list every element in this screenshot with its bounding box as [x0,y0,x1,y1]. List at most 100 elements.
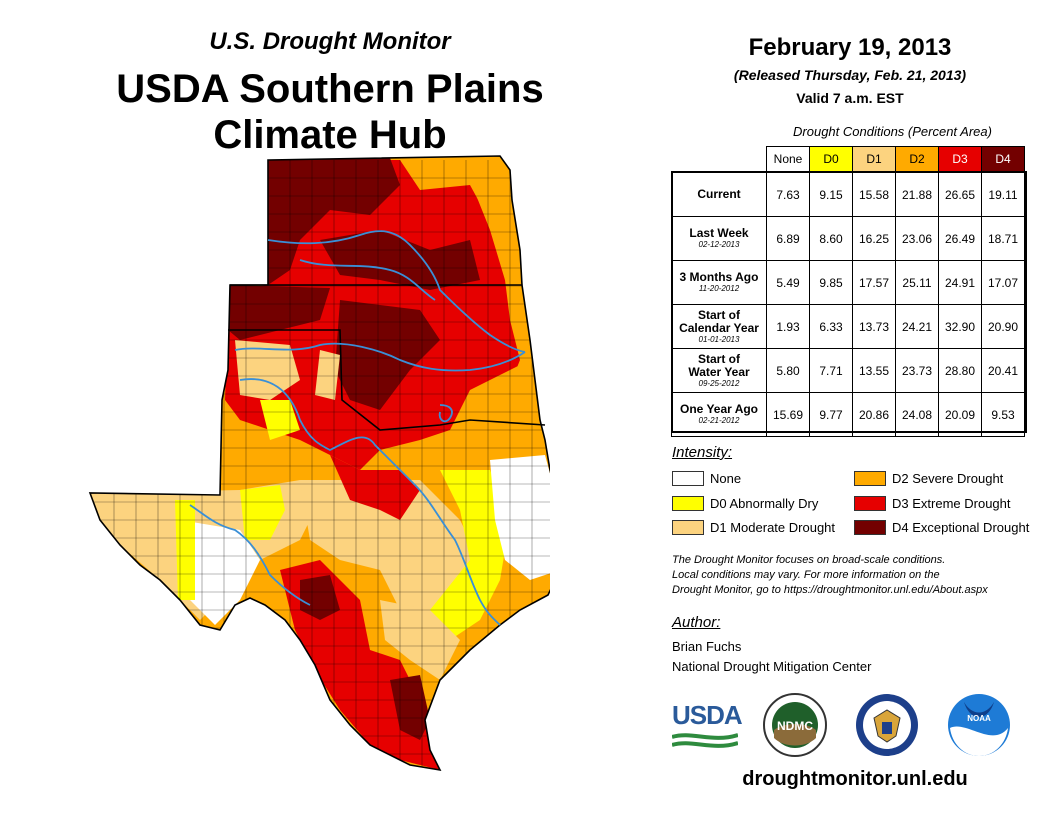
table-cell: 17.07 [981,260,1025,305]
legend-swatch [672,471,704,486]
table-cell: 32.90 [938,304,982,349]
table-cell: 24.21 [895,304,939,349]
legend-label: D1 Moderate Drought [710,520,836,535]
note-line: The Drought Monitor focuses on broad-sca… [672,554,946,566]
row-label: 3 Months Ago 11-20-2012 [671,260,767,305]
table-cell: 24.08 [895,392,939,437]
table-cell: 9.85 [809,260,853,305]
footer-url[interactable]: droughtmonitor.unl.edu [742,768,968,790]
author-org: National Drought Mitigation Center [672,659,872,674]
arkansas-river [267,230,526,353]
note-line: Drought Monitor, go to https://droughtmo… [672,584,988,596]
title-line-2: Climate Hub [213,113,447,157]
pecos-river [189,504,311,606]
column-header-d0: D0 [809,146,853,173]
table-cell: 23.73 [895,348,939,393]
legend-label: D3 Extreme Drought [892,496,1011,511]
legend-label: D0 Abnormally Dry [710,496,819,511]
red-brazos-river [239,378,501,626]
drought-regions [90,156,550,770]
texoma-lake [438,404,453,423]
table-cell: 18.71 [981,216,1025,261]
table-cell: 23.06 [895,216,939,261]
d0-area-west-texas [240,485,285,540]
valid-time: Valid 7 a.m. EST [796,90,904,106]
note-line: Local conditions may vary. For more info… [672,569,940,581]
table-cell: 16.25 [852,216,896,261]
column-header-none: None [766,146,810,173]
table-cell: 6.89 [766,216,810,261]
ndmc-logo: NDMC [763,693,827,757]
usda-logo-waves [672,733,738,748]
table-cell: 8.60 [809,216,853,261]
map-subtitle: U.S. Drought Monitor [209,28,451,55]
legend-item-d2: D2 Severe Drought [854,471,1003,486]
row-label: Current [671,171,767,217]
table-cell: 6.33 [809,304,853,349]
legend-title: Intensity: [672,444,733,461]
header-spacer [672,147,767,173]
legend-swatch [672,520,704,535]
drought-conditions-table: None D0 D1 D2 D3 D4 Current 7.63 9.15 15… [671,146,1025,437]
usda-logo: USDA [672,700,743,750]
legend-label: D2 Severe Drought [892,471,1004,486]
table-cell: 28.80 [938,348,982,393]
oklahoma-texas-border [228,329,546,431]
canadian-river [234,342,526,372]
column-header-d3: D3 [938,146,982,173]
legend-item-d0: D0 Abnormally Dry [672,496,818,511]
table-cell: 20.09 [938,392,982,437]
noaa-logo-text: NOAA [967,714,991,723]
table-row: Start of Calendar Year 01-01-2013 1.93 6.3… [671,304,1025,349]
table-cell: 25.11 [895,260,939,305]
table-cell: 26.49 [938,216,982,261]
legend-label: None [710,471,742,486]
map-title: USDA Southern Plains Climate Hub [60,66,600,158]
table-cell: 19.11 [981,171,1025,217]
table-cell: 9.53 [981,392,1025,437]
table-caption: Drought Conditions (Percent Area) [793,124,992,139]
author-info: Brian Fuchs National Drought Mitigation … [672,637,871,677]
table-row: 3 Months Ago 11-20-2012 5.49 9.85 17.57 2… [671,260,1025,305]
smoky-hill-river [299,259,436,301]
none-area-far-west-texas [180,520,260,625]
table-cell: 20.86 [852,392,896,437]
legend-swatch [854,471,886,486]
d3-area-north-texas [330,455,420,520]
column-header-d2: D2 [895,146,939,173]
table-cell: 1.93 [766,304,810,349]
author-title: Author: [672,614,721,631]
table-cell: 13.73 [852,304,896,349]
row-label: Last Week 02-12-2013 [671,216,767,261]
legend-item-d4: D4 Exceptional Drought [854,520,1029,535]
d1-area-texas-panhandle [235,340,300,400]
legend-label: D4 Exceptional Drought [892,520,1030,535]
table-cell: 24.91 [938,260,982,305]
legend-swatch [672,496,704,511]
column-header-d1: D1 [852,146,896,173]
d4-area-hill-country [300,575,340,620]
author-name: Brian Fuchs [672,639,742,654]
table-row: Last Week 02-12-2013 6.89 8.60 16.25 23.0… [671,216,1025,261]
table-cell: 5.80 [766,348,810,393]
column-header-d4: D4 [981,146,1025,173]
disclaimer-note: The Drought Monitor focuses on broad-sca… [672,553,1032,598]
legend-swatch [854,520,886,535]
table-cell: 20.41 [981,348,1025,393]
table-row: One Year Ago 02-21-2012 15.69 9.77 20.86 … [671,392,1025,437]
row-label: One Year Ago 02-21-2012 [671,392,767,437]
table-cell: 5.49 [766,260,810,305]
table-cell: 21.88 [895,171,939,217]
state-boundaries [88,155,550,772]
table-cell: 9.15 [809,171,853,217]
d4-area-west-kansas [268,158,400,285]
d0-area-trans-pecos [175,500,195,600]
table-row: Current 7.63 9.15 15.58 21.88 26.65 19.1… [671,171,1025,217]
title-line-1: USDA Southern Plains [116,67,544,111]
table-header-row: None D0 D1 D2 D3 D4 [672,146,1025,173]
table-cell: 15.69 [766,392,810,437]
row-label: Start of Calendar Year 01-01-2013 [671,304,767,349]
drought-map [88,155,550,772]
d4-area-panhandle [228,285,330,340]
table-cell: 13.55 [852,348,896,393]
